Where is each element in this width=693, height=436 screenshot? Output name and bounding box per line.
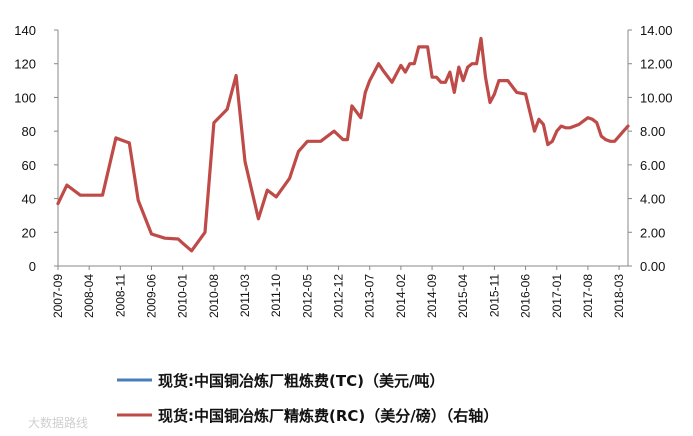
legend-label-tc: 现货:中国铜冶炼厂粗炼费(TC)（美元/吨） [158,372,444,390]
chart-axes [57,30,629,267]
x-tick-label: 2013-07 [363,274,377,318]
legend: 现货:中国铜冶炼厂粗炼费(TC)（美元/吨） 现货:中国铜冶炼厂精炼费(RC)（… [117,372,498,425]
left-tick-label: 60 [22,158,36,173]
x-tick-label: 2011-03 [238,274,252,317]
legend-label-rc: 现货:中国铜冶炼厂精炼费(RC)（美分/磅）（右轴） [158,407,498,425]
right-y-axis: 0.00 2.00 4.00 6.00 8.00 10.00 12.00 14.00 [628,23,673,274]
left-tick-label: 100 [14,90,36,105]
right-tick-label: 10.00 [640,90,673,105]
right-tick-label: 12.00 [640,57,673,72]
x-tick-label: 2012-05 [300,274,314,318]
x-tick-label: 2008-04 [82,274,96,318]
x-tick-label: 2010-08 [207,274,221,318]
left-y-axis: 0 20 40 60 80 100 120 140 [14,23,58,274]
x-tick-label: 2015-11 [487,274,501,317]
watermark-text: 大数据路线 [28,415,88,430]
right-tick-label: 14.00 [640,23,673,38]
x-tick-label: 2015-04 [456,274,470,318]
right-tick-label: 6.00 [640,158,665,173]
right-tick-label: 0.00 [640,259,665,274]
left-tick-label: 20 [22,225,36,240]
series-lines [56,36,630,253]
x-tick-label: 2008-11 [113,274,127,317]
x-tick-label: 2016-06 [519,274,533,318]
left-tick-label: 0 [29,259,36,274]
left-tick-label: 120 [14,57,36,72]
right-tick-label: 2.00 [640,225,665,240]
x-tick-label: 2007-09 [51,274,65,318]
x-tick-label: 2011-10 [269,274,283,317]
x-tick-label: 2009-06 [145,274,159,318]
left-tick-label: 40 [22,192,36,207]
right-tick-label: 8.00 [640,124,665,139]
left-tick-label: 140 [14,23,36,38]
x-tick-label: 2017-08 [581,274,595,318]
x-tick-label: 2018-03 [612,274,626,318]
x-tick-label: 2014-09 [425,274,439,318]
left-tick-label: 80 [22,124,36,139]
x-axis: 2007-09 2008-04 2008-11 2009-06 2010-01 2010-… [51,266,626,318]
x-tick-label: 2017-01 [550,274,564,318]
x-tick-label: 2014-02 [394,274,408,318]
series-line-1 [56,36,630,253]
x-tick-label: 2012-12 [332,274,346,318]
right-tick-label: 4.00 [640,192,665,207]
x-tick-label: 2010-01 [176,274,190,318]
